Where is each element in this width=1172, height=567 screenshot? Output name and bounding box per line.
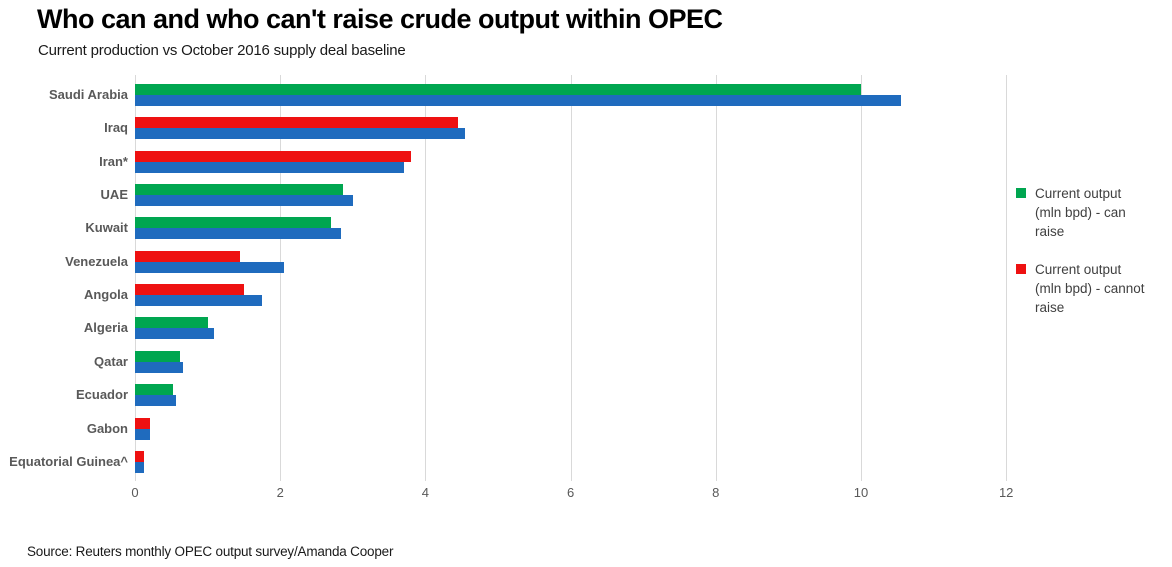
bar-baseline-ecuador — [135, 395, 176, 407]
category-label-equatorial-guinea: Equatorial Guinea^ — [9, 453, 128, 469]
legend-label-can-raise: Current output (mln bpd) - can raise — [1035, 186, 1126, 239]
bar-current-kuwait — [135, 217, 332, 229]
legend-swatch-can-raise — [1016, 188, 1026, 198]
chart-title: Who can and who can't raise crude output… — [37, 4, 723, 34]
bar-current-iran — [135, 150, 411, 162]
x-tick-label-0: 0 — [131, 485, 139, 500]
x-tick-label-12: 12 — [998, 485, 1014, 500]
legend-item-cannot-raise: Current output (mln bpd) - cannot raise — [1016, 260, 1166, 317]
category-label-angola: Angola — [83, 287, 128, 303]
category-label-venezuela: Venezuela — [65, 253, 128, 269]
category-label-gabon: Gabon — [86, 420, 128, 436]
category-label-ecuador: Ecuador — [75, 387, 128, 403]
gridline-10 — [861, 75, 862, 481]
legend: Current output (mln bpd) - can raise Cur… — [1016, 184, 1166, 336]
bar-current-qatar — [135, 350, 180, 362]
bar-current-algeria — [135, 317, 208, 329]
x-tick-label-8: 8 — [712, 485, 720, 500]
legend-label-cannot-raise: Current output (mln bpd) - cannot raise — [1035, 262, 1145, 315]
gridline-0 — [135, 75, 136, 481]
bar-current-uae — [135, 184, 344, 196]
bar-baseline-saudi-arabia — [135, 95, 901, 106]
chart-subtitle: Current production vs October 2016 suppl… — [38, 42, 406, 59]
bar-baseline-iran — [135, 161, 404, 173]
bar-baseline-venezuela — [135, 261, 284, 273]
gridline-12 — [1006, 75, 1008, 481]
gridline-8 — [715, 75, 717, 481]
bar-current-ecuador — [135, 384, 174, 396]
x-tick-label-10: 10 — [853, 485, 869, 500]
bar-baseline-angola — [135, 295, 263, 307]
category-label-qatar: Qatar — [94, 353, 128, 369]
bar-baseline-iraq — [135, 128, 466, 140]
bar-baseline-kuwait — [135, 228, 342, 240]
legend-item-can-raise: Current output (mln bpd) - can raise — [1016, 184, 1166, 241]
bar-current-venezuela — [135, 250, 241, 262]
bar-baseline-equatorial-guinea — [135, 461, 144, 473]
category-label-uae: UAE — [100, 187, 128, 203]
gridline-6 — [570, 75, 572, 481]
category-label-kuwait: Kuwait — [85, 220, 128, 236]
bar-current-gabon — [135, 417, 150, 429]
bar-baseline-algeria — [135, 328, 215, 340]
source-note: Source: Reuters monthly OPEC output surv… — [27, 544, 394, 559]
bar-baseline-qatar — [135, 361, 183, 373]
category-label-algeria: Algeria — [83, 320, 128, 336]
gridline-4 — [425, 75, 427, 481]
legend-swatch-cannot-raise — [1016, 264, 1026, 274]
category-label-saudi-arabia: Saudi Arabia — [49, 87, 128, 102]
bar-baseline-uae — [135, 195, 353, 207]
bar-current-saudi-arabia — [135, 84, 861, 95]
bar-current-equatorial-guinea — [135, 450, 145, 462]
category-label-iran: Iran* — [99, 153, 128, 169]
x-tick-label-4: 4 — [421, 485, 429, 500]
bar-current-iraq — [135, 117, 459, 129]
x-tick-label-2: 2 — [276, 485, 284, 500]
x-tick-label-6: 6 — [566, 485, 575, 500]
bar-current-angola — [135, 284, 244, 296]
category-label-iraq: Iraq — [104, 120, 128, 136]
bar-baseline-gabon — [135, 428, 151, 440]
gridline-2 — [280, 75, 282, 481]
